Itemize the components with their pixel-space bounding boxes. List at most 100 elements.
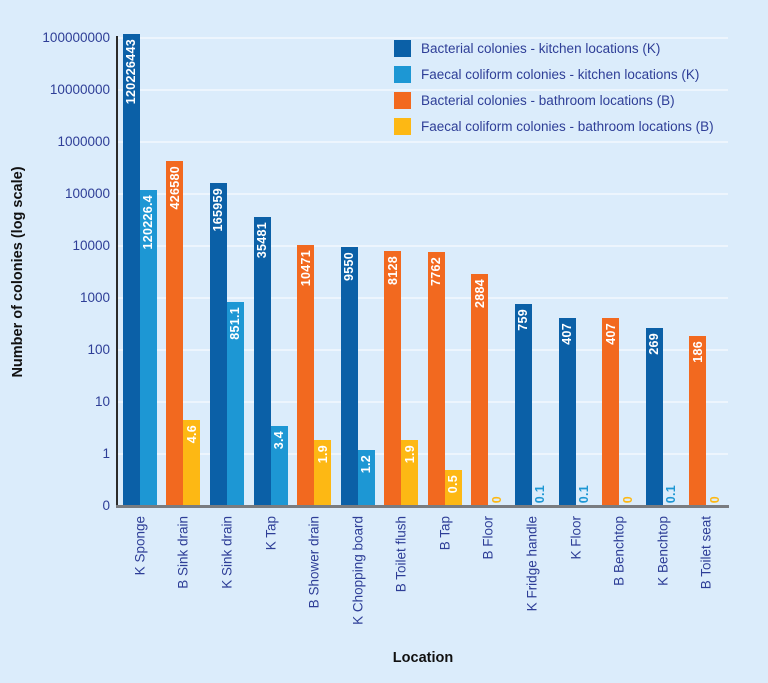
bacterial-bar: 120226443 [122, 34, 140, 505]
gridline [118, 453, 728, 455]
x-tick-label: K Floor [568, 516, 583, 560]
x-tick-label: K Sponge [132, 516, 148, 576]
faecal-bar: 851.1 [226, 302, 244, 505]
bar-value-label: 4.6 [184, 425, 199, 444]
y-tick-label: 1 [102, 446, 110, 461]
x-axis-line [116, 505, 729, 508]
bacterial-bar: 10471 [297, 245, 315, 505]
x-tick-label: B Shower drain [306, 516, 322, 609]
bar-value-label: 407 [603, 323, 618, 345]
kitchen_bacterial-swatch [394, 40, 411, 57]
legend-label: Bacterial colonies - kitchen locations (… [421, 41, 661, 56]
bacterial-bar: 8128 [384, 251, 402, 505]
x-tick-label: B Floor [480, 516, 496, 560]
legend-label: Bacterial colonies - bathroom locations … [421, 93, 675, 108]
x-tick-label: K Fridge handle [524, 516, 540, 612]
y-tick-label: 100000000 [42, 30, 110, 45]
x-tick-label: B Tap [437, 516, 453, 551]
y-tick-label: 0 [102, 498, 110, 513]
legend-item: Bacterial colonies - kitchen locations (… [394, 40, 714, 57]
bathroom_bacterial-swatch [394, 92, 411, 109]
bar-value-label: 2884 [472, 279, 487, 309]
x-tick-label: B Sink drain [175, 516, 191, 589]
legend-label: Faecal coliform colonies - bathroom loca… [421, 119, 714, 134]
bacterial-bar: 269 [645, 328, 663, 505]
bar-value-label: 0 [620, 495, 635, 503]
bacterial-bar: 7762 [427, 252, 445, 505]
bar-value-label: 120226443 [124, 39, 139, 105]
bar-value-label: 8128 [385, 256, 400, 286]
bar-value-label: 426580 [167, 166, 182, 210]
bacterial-bar: 426580 [166, 161, 184, 505]
bar-value-label: 9550 [342, 252, 357, 282]
legend-item: Faecal coliform colonies - kitchen locat… [394, 66, 714, 83]
bar-value-label: 0.1 [664, 484, 679, 503]
y-tick-label: 1000000 [57, 134, 110, 149]
y-tick-label: 10 [94, 394, 110, 409]
bar-value-label: 165959 [211, 188, 226, 232]
gridline [118, 401, 728, 403]
x-tick-label: K Tap [263, 516, 278, 551]
faecal-bar: 3.4 [270, 426, 288, 505]
bacterial-bar: 9550 [340, 247, 358, 505]
kitchen_faecal-swatch [394, 66, 411, 83]
bacterial-bar: 2884 [471, 274, 489, 505]
gridline [118, 245, 728, 247]
faecal-bar: 1.2 [357, 450, 375, 505]
gridline [118, 193, 728, 195]
bar-value-label: 186 [690, 341, 705, 363]
gridline [118, 37, 728, 39]
x-tick-label: B Toilet seat [698, 516, 714, 590]
bar-value-label: 851.1 [228, 307, 243, 340]
bar-value-label: 3.4 [272, 431, 286, 450]
bar-value-label: 1.9 [315, 445, 330, 464]
faecal-bar: 120226.4 [139, 190, 157, 505]
chart-legend: Bacterial colonies - kitchen locations (… [394, 40, 714, 144]
y-axis-line [116, 36, 118, 506]
y-tick-label: 1000 [79, 290, 110, 305]
bar-value-label: 10471 [298, 250, 313, 287]
x-tick-label: B Benchtop [611, 516, 627, 586]
bar-value-label: 7762 [429, 257, 444, 287]
gridline [118, 297, 728, 299]
bar-value-label: 120226.4 [141, 195, 156, 250]
bacterial-bar: 165959 [209, 183, 227, 505]
faecal-bar: 1.9 [401, 440, 419, 505]
x-tick-label: B Toilet flush [393, 516, 409, 593]
bar-value-label: 0 [707, 495, 722, 503]
bar-value-label: 0 [489, 495, 504, 503]
bar-value-label: 0.1 [577, 484, 591, 503]
bar-value-label: 35481 [255, 222, 269, 259]
bar-value-label: 1.9 [402, 445, 417, 464]
bar-value-label: 269 [647, 333, 662, 355]
faecal-bar: 1.9 [314, 440, 332, 505]
bacterial-bar: 35481 [253, 217, 271, 505]
y-tick-label: 10000 [72, 238, 110, 253]
bar-value-label: 1.2 [359, 455, 374, 474]
bar-value-label: 759 [516, 309, 531, 331]
faecal-bar: 0.5 [444, 470, 462, 505]
legend-item: Faecal coliform colonies - bathroom loca… [394, 118, 714, 135]
y-tick-label: 100 [87, 342, 110, 357]
plot-area: 120226443 120226.4 426580 4.6 165959 851.1 354… [118, 0, 728, 505]
gridline [118, 141, 728, 143]
bar-value-label: 407 [560, 323, 574, 345]
legend-item: Bacterial colonies - bathroom locations … [394, 92, 714, 109]
faecal-bar: 4.6 [183, 420, 201, 505]
x-axis-title: Location [392, 650, 454, 666]
gridline [118, 89, 728, 91]
bacterial-bar: 407 [558, 318, 576, 505]
y-tick-label: 10000000 [49, 82, 110, 97]
legend-label: Faecal coliform colonies - kitchen locat… [421, 67, 700, 82]
x-tick-label: K Chopping board [350, 516, 366, 625]
bar-value-label: 0.1 [533, 484, 548, 503]
bacterial-bar: 759 [514, 304, 532, 505]
bar-value-label: 0.5 [446, 475, 461, 494]
bathroom_faecal-swatch [394, 118, 411, 135]
bacterial-bar: 407 [602, 318, 620, 505]
x-tick-label: K Sink drain [219, 516, 235, 589]
gridline [118, 349, 728, 351]
bacterial-bar: 186 [689, 336, 707, 505]
y-tick-label: 100000 [64, 186, 110, 201]
